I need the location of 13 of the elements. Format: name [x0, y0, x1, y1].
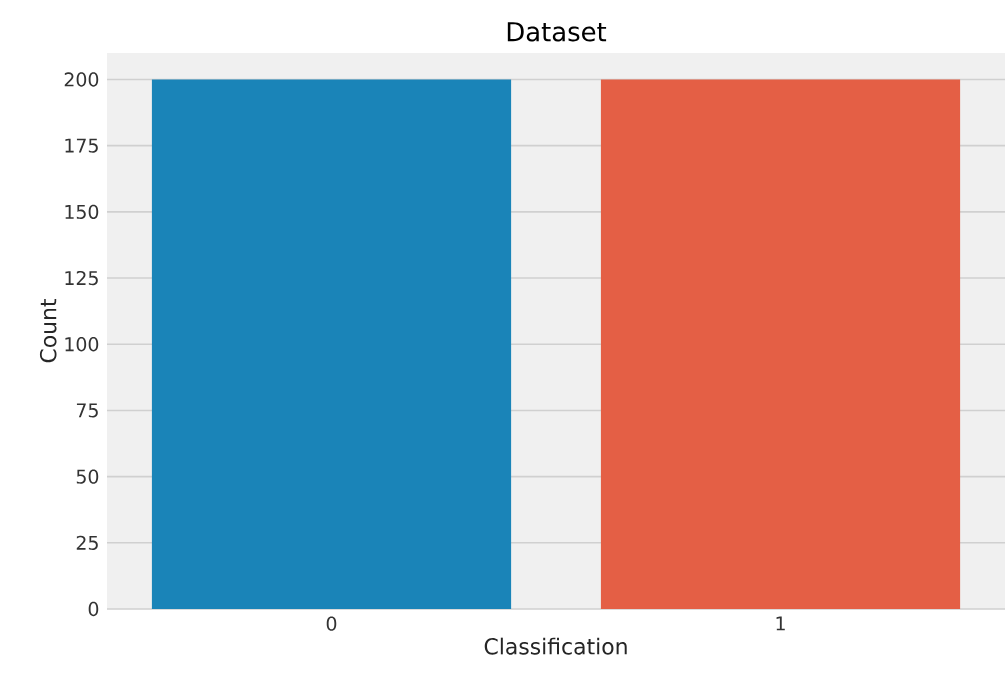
y-tick-label: 75 [76, 403, 98, 418]
x-tick-label: 1 [776, 616, 785, 631]
y-tick-label: 100 [65, 337, 99, 352]
chart-title: Dataset [507, 22, 607, 42]
y-axis-title: Count [39, 298, 57, 363]
y-tick-label: 175 [65, 138, 98, 153]
y-tick-label: 125 [65, 270, 98, 286]
y-tick-label: 50 [76, 469, 99, 484]
y-tick-label: 0 [88, 601, 99, 617]
y-tick-label: 150 [65, 204, 99, 220]
y-tick-label: 200 [64, 72, 99, 87]
y-tick-label: 25 [76, 535, 98, 550]
x-axis-title: Classification [484, 637, 627, 655]
